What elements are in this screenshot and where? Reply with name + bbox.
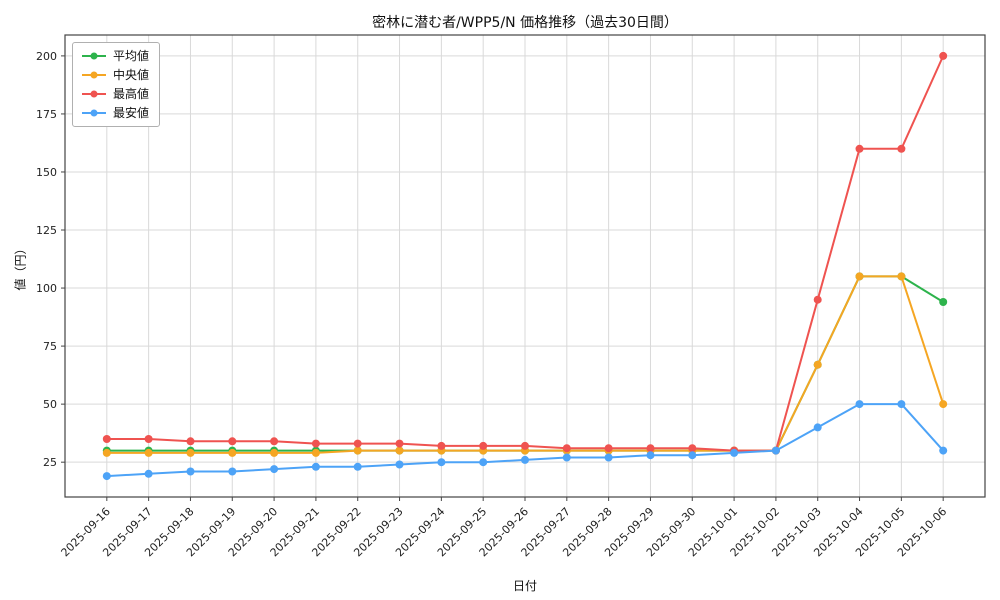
data-point (646, 444, 655, 453)
data-point (353, 446, 362, 455)
data-point (144, 435, 153, 443)
legend: 平均値中央値最高値最安値 (72, 42, 161, 127)
legend-label: 最高値 (113, 87, 150, 101)
y-tick-label: 150 (36, 166, 57, 179)
data-point (228, 467, 237, 476)
data-point (562, 453, 571, 462)
data-point (688, 451, 697, 460)
y-tick-label: 200 (36, 50, 57, 63)
y-tick-label: 75 (43, 340, 57, 353)
data-point (688, 444, 697, 453)
data-point (813, 295, 822, 304)
data-point (855, 144, 864, 153)
data-point (897, 144, 906, 153)
data-point (521, 455, 529, 464)
data-point (228, 437, 237, 446)
x-axis-label: 日付 (512, 579, 537, 593)
data-point (437, 458, 446, 467)
data-point (311, 439, 320, 448)
data-point (521, 441, 529, 450)
data-point (604, 444, 613, 453)
data-point (479, 441, 488, 450)
data-point (144, 448, 153, 457)
data-point (897, 272, 906, 281)
data-point (897, 400, 906, 409)
data-point (730, 448, 739, 457)
data-point (102, 448, 111, 457)
data-point (228, 448, 237, 457)
legend-label: 最安値 (113, 106, 150, 120)
data-point (102, 472, 111, 481)
data-point (353, 462, 362, 471)
data-point (939, 298, 948, 306)
data-point (102, 435, 111, 443)
data-point (562, 444, 571, 453)
data-point (646, 451, 655, 460)
data-point (186, 448, 195, 457)
legend-swatch-icon (82, 109, 106, 117)
data-point (771, 446, 780, 455)
data-point (270, 437, 279, 446)
data-point (270, 465, 279, 474)
data-point (395, 439, 404, 448)
chart-title: 密林に潜む者/WPP5/N 価格推移（過去30日間） (372, 15, 678, 31)
data-point (353, 439, 362, 448)
legend-item-1: 中央値 (81, 67, 149, 83)
legend-swatch-icon (82, 90, 106, 98)
y-tick-label: 25 (43, 456, 57, 469)
data-point (939, 400, 948, 409)
data-point (813, 360, 822, 369)
data-point (813, 423, 822, 432)
data-point (855, 400, 864, 409)
data-point (604, 453, 613, 462)
data-point (311, 448, 320, 457)
y-tick-label: 100 (36, 282, 57, 295)
data-point (395, 460, 404, 469)
data-point (939, 51, 948, 60)
legend-item-3: 最安値 (81, 105, 149, 121)
data-point (270, 448, 279, 457)
data-point (395, 446, 404, 455)
data-point (437, 441, 446, 450)
legend-swatch-icon (82, 52, 106, 60)
data-point (479, 458, 488, 467)
y-tick-label: 125 (36, 224, 57, 237)
data-point (311, 462, 320, 471)
legend-item-2: 最高値 (81, 86, 149, 102)
y-tick-label: 50 (43, 398, 57, 411)
data-point (186, 437, 195, 446)
legend-item-0: 平均値 (81, 48, 149, 64)
data-point (855, 272, 864, 281)
y-tick-label: 175 (36, 108, 57, 121)
legend-swatch-icon (82, 71, 106, 79)
legend-label: 平均値 (113, 49, 150, 63)
data-point (186, 467, 195, 476)
data-point (144, 469, 153, 478)
data-point (939, 446, 948, 455)
legend-label: 中央値 (113, 68, 150, 82)
